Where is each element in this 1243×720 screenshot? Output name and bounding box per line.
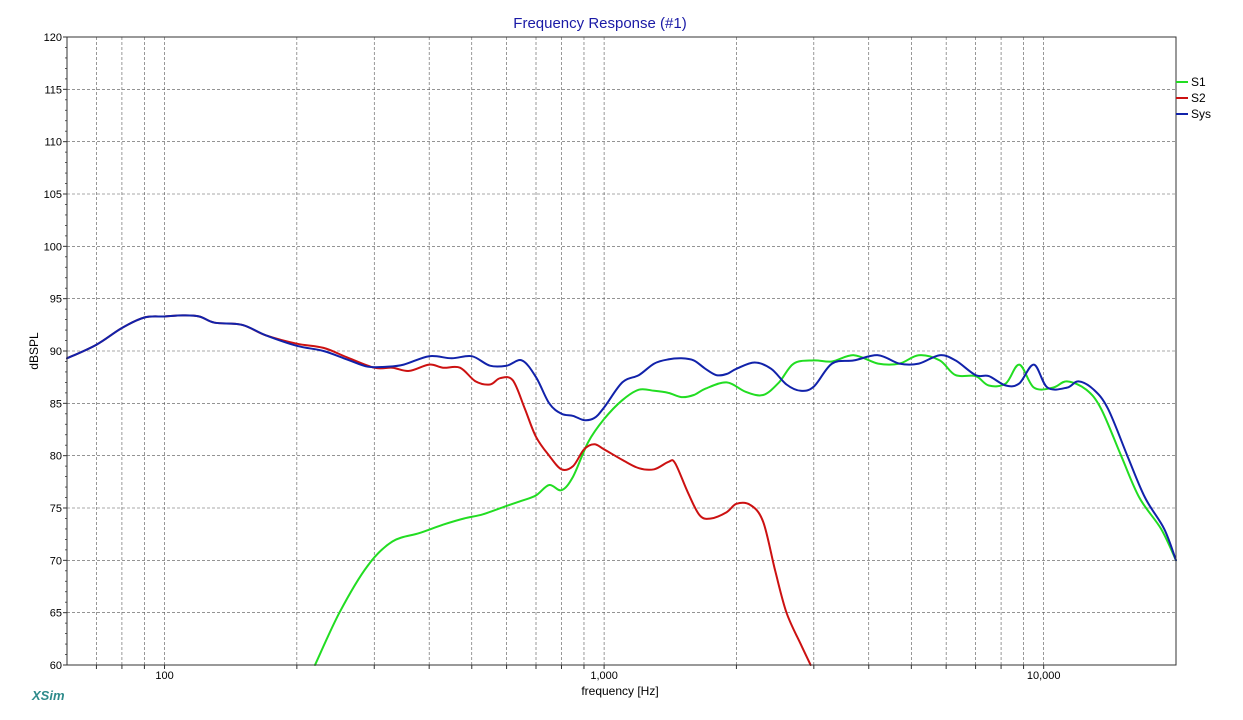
legend-label-s2: S2: [1191, 91, 1206, 105]
xsim-logo: XSim: [31, 688, 65, 703]
x-axis-label: frequency [Hz]: [581, 684, 658, 698]
x-tick-label: 100: [155, 670, 173, 682]
series-line-sys: [66, 314, 1177, 562]
y-tick-label: 70: [50, 555, 62, 567]
y-tick-label: 110: [44, 137, 62, 149]
axis-ticks: 60 65 70 75 80 85 90 95 100 105 110 115 120 100 1,000 1…: [44, 32, 1061, 682]
y-tick-label: 95: [50, 294, 62, 306]
y-tick-label: 60: [50, 660, 62, 672]
y-tick-label: 100: [44, 241, 62, 253]
y-tick-label: 105: [44, 189, 62, 201]
y-tick-label: 65: [50, 608, 62, 620]
legend: S1 S2 Sys: [1176, 75, 1211, 121]
y-tick-label: 75: [50, 503, 62, 515]
y-tick-label: 115: [44, 84, 62, 96]
x-tick-label: 1,000: [590, 670, 618, 682]
series-line-s1: [314, 354, 1177, 666]
chart-title: Frequency Response (#1): [513, 15, 686, 32]
y-tick-label: 80: [50, 451, 62, 463]
legend-label-s1: S1: [1191, 75, 1206, 89]
y-tick-label: 85: [50, 398, 62, 410]
grid-lines: [67, 37, 1176, 665]
plot-frame: [66, 36, 1177, 666]
x-tick-label: 10,000: [1027, 670, 1061, 682]
y-axis-label: dBSPL: [27, 332, 41, 370]
legend-label-sys: Sys: [1191, 107, 1211, 121]
y-tick-label: 120: [44, 32, 62, 44]
series-lines: [66, 314, 1177, 666]
y-tick-label: 90: [50, 346, 62, 358]
